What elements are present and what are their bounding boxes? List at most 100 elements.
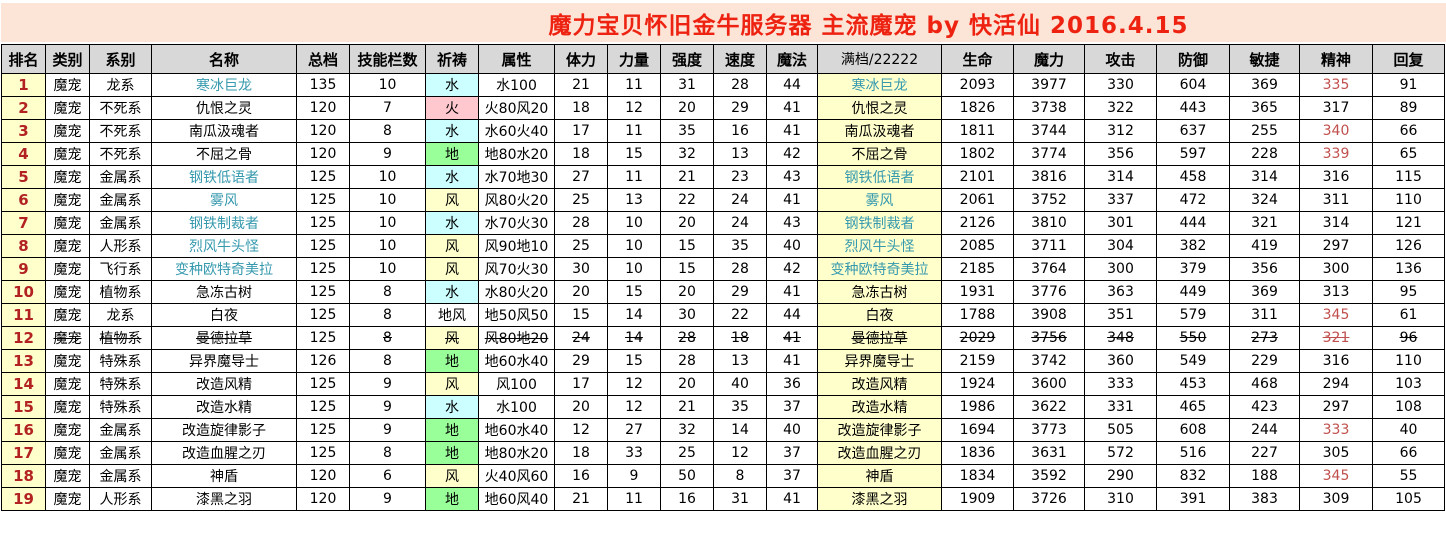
cell-stamina: 20: [554, 395, 608, 419]
header-pray: 祈祷: [425, 44, 479, 74]
cell-magic: 41: [766, 96, 818, 120]
cell-name: 曼德拉草: [151, 326, 297, 350]
cell-spirit: 297: [1299, 395, 1373, 419]
cell-atk: 314: [1084, 165, 1157, 189]
cell-category: 魔宠: [45, 464, 90, 488]
cell-category: 魔宠: [45, 142, 90, 166]
cell-category: 魔宠: [45, 418, 90, 442]
cell-name: 神盾: [151, 464, 297, 488]
cell-def: 516: [1156, 441, 1230, 465]
cell-pray: 地: [425, 349, 479, 373]
cell-agi: 314: [1229, 165, 1300, 189]
cell-mp: 3773: [1013, 418, 1085, 442]
cell-toughness: 15: [660, 257, 714, 281]
cell-skills: 9: [349, 395, 426, 419]
cell-recover: 66: [1372, 441, 1445, 465]
cell-family: 金属系: [89, 188, 152, 212]
cell-rank: 7: [1, 211, 46, 235]
table-row: 16 魔宠 金属系 改造旋律影子 125 9 地地60水40 12 27 32 14 40 改造旋律影子…: [1, 418, 1445, 442]
cell-pray: 水: [425, 280, 479, 304]
cell-mp: 3908: [1013, 303, 1085, 327]
cell-mp: 3977: [1013, 73, 1085, 97]
cell-speed: 24: [713, 211, 767, 235]
cell-family: 特殊系: [89, 372, 152, 396]
cell-toughness: 28: [660, 349, 714, 373]
cell-mp: 3622: [1013, 395, 1085, 419]
cell-skills: 8: [349, 441, 426, 465]
cell-atk: 310: [1084, 487, 1157, 511]
cell-stamina: 30: [554, 257, 608, 281]
cell-def: 458: [1156, 165, 1230, 189]
cell-hp: 1802: [941, 142, 1014, 166]
table-row: 5 魔宠 金属系 钢铁低语者 125 10 水水70地30 27 11 21 23 43 钢铁低语者 21…: [1, 165, 1445, 189]
cell-rank: 19: [1, 487, 46, 511]
cell-toughness: 50: [660, 464, 714, 488]
cell-pray: 风: [425, 464, 479, 488]
header-strength: 力量: [607, 44, 661, 74]
cell-speed: 14: [713, 418, 767, 442]
cell-strength: 33: [607, 441, 661, 465]
cell-name: 钢铁低语者: [151, 165, 297, 189]
cell-full: 变种欧特奇美拉: [817, 257, 942, 281]
cell-rank: 11: [1, 303, 46, 327]
cell-total: 120: [296, 487, 350, 511]
cell-atk: 331: [1084, 395, 1157, 419]
cell-magic: 41: [766, 487, 818, 511]
header-full: 满档/22222: [817, 44, 942, 74]
cell-strength: 14: [607, 303, 661, 327]
cell-def: 608: [1156, 418, 1230, 442]
cell-name: 不屈之骨: [151, 142, 297, 166]
cell-skills: 10: [349, 73, 426, 97]
cell-stamina: 17: [554, 372, 608, 396]
cell-def: 443: [1156, 96, 1230, 120]
table-row: 19 魔宠 人形系 漆黑之羽 120 9 地地60风40 21 11 16 31 41 漆黑之羽 1909…: [1, 487, 1445, 511]
header-name: 名称: [151, 44, 297, 74]
cell-mp: 3774: [1013, 142, 1085, 166]
cell-def: 465: [1156, 395, 1230, 419]
cell-full: 急冻古树: [817, 280, 942, 304]
cell-hp: 2061: [941, 188, 1014, 212]
cell-spirit: 316: [1299, 349, 1373, 373]
cell-magic: 43: [766, 211, 818, 235]
cell-family: 植物系: [89, 280, 152, 304]
cell-total: 125: [296, 280, 350, 304]
cell-hp: 1694: [941, 418, 1014, 442]
cell-toughness: 20: [660, 280, 714, 304]
cell-toughness: 15: [660, 234, 714, 258]
cell-skills: 7: [349, 96, 426, 120]
cell-full: 异界魔导士: [817, 349, 942, 373]
table-row: 12 魔宠 植物系 曼德拉草 125 8 风风80地20 24 14 28 18 41 曼德拉草 2029…: [1, 326, 1445, 350]
cell-atk: 301: [1084, 211, 1157, 235]
cell-total: 125: [296, 441, 350, 465]
cell-agi: 311: [1229, 303, 1300, 327]
cell-stamina: 18: [554, 142, 608, 166]
cell-full: 白夜: [817, 303, 942, 327]
cell-mp: 3810: [1013, 211, 1085, 235]
cell-stamina: 15: [554, 303, 608, 327]
table-row: 13 魔宠 特殊系 异界魔导士 126 8 地地60水40 29 15 28 13 41 异界魔导士 21…: [1, 349, 1445, 373]
cell-strength: 11: [607, 165, 661, 189]
header-mp: 魔力: [1013, 44, 1085, 74]
cell-def: 637: [1156, 119, 1230, 143]
cell-family: 不死系: [89, 142, 152, 166]
table-row: 4 魔宠 不死系 不屈之骨 120 9 地地80水20 18 15 32 13 42 不屈之骨 1802 3…: [1, 142, 1445, 166]
cell-skills: 8: [349, 303, 426, 327]
cell-skills: 8: [349, 349, 426, 373]
cell-speed: 12: [713, 441, 767, 465]
cell-family: 人形系: [89, 234, 152, 258]
cell-category: 魔宠: [45, 257, 90, 281]
cell-rank: 6: [1, 188, 46, 212]
cell-mp: 3592: [1013, 464, 1085, 488]
cell-rank: 10: [1, 280, 46, 304]
cell-category: 魔宠: [45, 303, 90, 327]
pet-table-body: 1 魔宠 龙系 寒冰巨龙 135 10 水水100 21 11 31 28 44 寒冰巨龙 2093 397…: [1, 73, 1445, 511]
cell-magic: 42: [766, 257, 818, 281]
header-row: 排名 类别 系别 名称 总档 技能栏数 祈祷 属性 体力 力量 强度 速度 魔法 满档/22222 生命 魔力…: [1, 44, 1445, 74]
cell-name: 雾风: [151, 188, 297, 212]
cell-speed: 13: [713, 349, 767, 373]
cell-spirit: 345: [1299, 303, 1373, 327]
cell-category: 魔宠: [45, 188, 90, 212]
table-row: 15 魔宠 特殊系 改造水精 125 9 水水100 20 12 21 35 37 改造水精 1986 36…: [1, 395, 1445, 419]
cell-name: 异界魔导士: [151, 349, 297, 373]
cell-family: 龙系: [89, 73, 152, 97]
